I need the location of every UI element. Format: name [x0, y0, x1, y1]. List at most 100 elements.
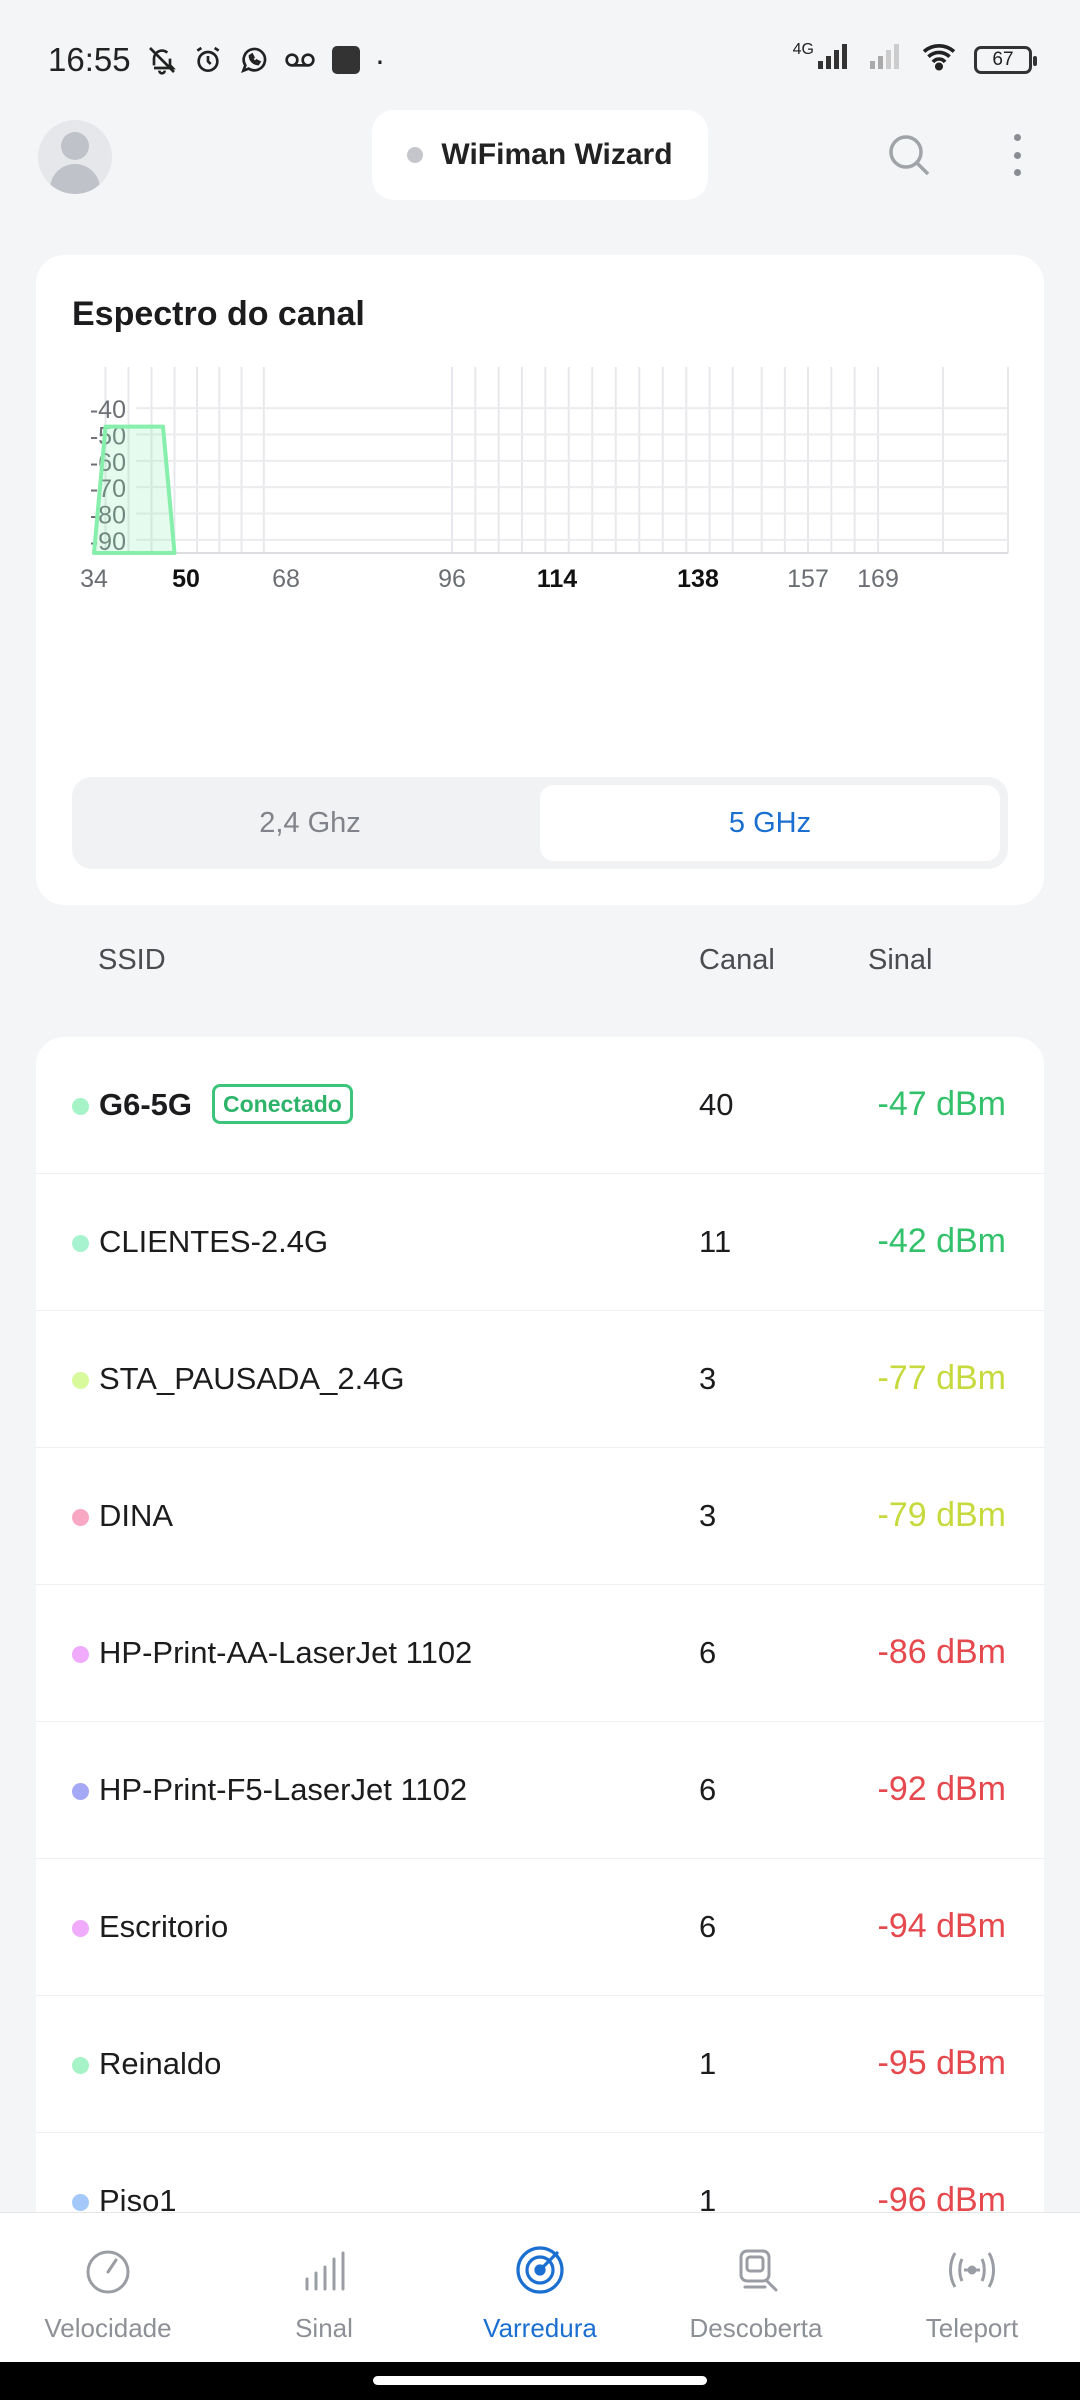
x-tick-label: 34: [80, 565, 108, 593]
signal-icon: [816, 41, 852, 79]
network-color-dot: [72, 1235, 89, 1252]
network-channel: 1: [699, 2046, 717, 2081]
network-channel: 6: [699, 1772, 717, 1807]
app-header: WiFiman Wizard: [0, 110, 1080, 210]
network-ssid: DINA: [99, 1498, 174, 1533]
home-indicator[interactable]: [373, 2376, 707, 2385]
network-row[interactable]: CLIENTES-2.4G 11 -42 dBm: [36, 1174, 1044, 1311]
signal-2-icon: [868, 41, 904, 79]
x-tick-label: 157: [787, 565, 829, 593]
network-signal: -92 dBm: [877, 1770, 1007, 1808]
y-tick-label: -70: [90, 475, 126, 503]
network-color-dot: [72, 1646, 89, 1663]
network-ssid: HP-Print-AA-LaserJet 1102: [99, 1635, 473, 1670]
network-row[interactable]: DINA 3 -79 dBm: [36, 1448, 1044, 1585]
network-ssid: CLIENTES-2.4G: [99, 1224, 329, 1259]
network-row[interactable]: Reinaldo 1 -95 dBm: [36, 1996, 1044, 2133]
network-row[interactable]: G6-5G Conectado 40 -47 dBm: [36, 1037, 1044, 1174]
wizard-status-dot: [407, 147, 424, 163]
network-color-dot: [72, 1098, 89, 1115]
signal-column-header[interactable]: Sinal: [868, 944, 933, 976]
band-24ghz-tab[interactable]: 2,4 Ghz: [259, 806, 361, 839]
network-signal: -94 dBm: [877, 1907, 1007, 1945]
status-dot: ·: [374, 41, 386, 78]
y-tick-label: -40: [90, 396, 126, 424]
network-channel: 1: [699, 2183, 717, 2218]
nav-label: Teleport: [925, 2313, 1019, 2343]
network-signal: -95 dBm: [877, 2044, 1007, 2082]
network-color-dot: [72, 1509, 89, 1526]
network-signal: -42 dBm: [877, 1222, 1007, 1260]
network-color-dot: [72, 2057, 89, 2074]
network-row[interactable]: Escritorio 6 -94 dBm: [36, 1859, 1044, 1996]
alarm-icon: [191, 43, 225, 77]
discovery-icon: [739, 2249, 778, 2292]
network-row[interactable]: STA_PAUSADA_2.4G 3 -77 dBm: [36, 1311, 1044, 1448]
network-row[interactable]: HP-Print-AA-LaserJet 1102 6 -86 dBm: [36, 1585, 1044, 1722]
network-row[interactable]: HP-Print-F5-LaserJet 1102 6 -92 dBm: [36, 1722, 1044, 1859]
network-channel: 6: [699, 1635, 717, 1670]
wizard-title: WiFiman Wizard: [441, 138, 673, 171]
network-color-dot: [72, 1783, 89, 1800]
signal-bars-icon: [305, 2251, 345, 2291]
spectrum-card: Espectro do canal -40 -50 -60 -70 -80 -90 34 50…: [36, 255, 1044, 905]
spectrum-series-area: [92, 424, 177, 555]
network-color-dot: [72, 2194, 89, 2211]
channel-column-header[interactable]: Canal: [699, 944, 775, 976]
bell-off-icon: [145, 43, 179, 77]
list-header: SSID Canal Sinal: [0, 930, 1080, 996]
ssid-column-header[interactable]: SSID: [98, 944, 166, 976]
nav-label: Descoberta: [689, 2313, 823, 2343]
network-channel: 40: [699, 1087, 734, 1122]
nav-item-varredura[interactable]: Varredura: [432, 2213, 648, 2362]
status-bar: 16:55 · 4G 67: [0, 0, 1080, 120]
inter-app-icon: [329, 43, 363, 77]
network-ssid: Reinaldo: [99, 2046, 222, 2081]
nav-item-teleport[interactable]: Teleport: [864, 2213, 1080, 2362]
system-icons: 4G 67: [792, 41, 1037, 79]
nav-label: Sinal: [295, 2313, 353, 2343]
connected-badge: Conectado: [212, 1084, 353, 1124]
network-list: G6-5G Conectado 40 -47 dBm CLIENTES-2.4G 11 -4…: [36, 1037, 1044, 2270]
network-ssid: STA_PAUSADA_2.4G: [99, 1361, 405, 1396]
x-tick-label: 169: [857, 565, 899, 593]
gesture-bar: [0, 2362, 1080, 2400]
battery-level: 67: [992, 49, 1014, 70]
nav-item-sinal[interactable]: Sinal: [216, 2213, 432, 2362]
band-toggle: 2,4 Ghz 5 GHz: [72, 777, 1008, 869]
network-signal: -79 dBm: [877, 1496, 1007, 1534]
band-5ghz-tab[interactable]: 5 GHz: [540, 785, 1000, 861]
x-tick-label: 96: [438, 565, 466, 593]
network-color-dot: [72, 1372, 89, 1389]
wizard-button[interactable]: WiFiman Wizard: [372, 110, 708, 200]
search-icon[interactable]: [884, 130, 934, 180]
radar-icon: [516, 2246, 564, 2294]
y-tick-label: -60: [90, 449, 126, 477]
nav-label: Varredura: [483, 2313, 597, 2343]
avatar-icon[interactable]: [38, 120, 112, 194]
x-tick-label: 138: [677, 565, 719, 593]
bottom-nav: Velocidade Sinal Varredura Descoberta Telepo…: [0, 2212, 1080, 2362]
network-channel: 3: [699, 1498, 717, 1533]
x-tick-label: 114: [537, 565, 577, 593]
nav-item-descoberta[interactable]: Descoberta: [648, 2213, 864, 2362]
nav-label: Velocidade: [44, 2313, 172, 2343]
network-channel: 6: [699, 1909, 717, 1944]
network-ssid: G6-5G: [99, 1087, 193, 1122]
nav-item-velocidade[interactable]: Velocidade: [0, 2213, 216, 2362]
teleport-icon: [949, 2252, 995, 2288]
whatsapp-icon: [237, 43, 271, 77]
network-signal: -77 dBm: [877, 1359, 1007, 1397]
voicemail-icon: [283, 43, 317, 77]
network-ssid: HP-Print-F5-LaserJet 1102: [99, 1772, 468, 1807]
network-channel: 11: [699, 1224, 732, 1259]
network-type-label: 4G: [792, 41, 814, 58]
network-signal: -47 dBm: [877, 1085, 1007, 1123]
spectrum-title: Espectro do canal: [72, 295, 365, 333]
network-ssid: Escritorio: [99, 1909, 229, 1944]
more-icon[interactable]: [1000, 130, 1034, 180]
x-tick-label: 68: [272, 565, 300, 593]
network-signal: -86 dBm: [877, 1633, 1007, 1671]
status-time: 16:55: [48, 41, 131, 78]
